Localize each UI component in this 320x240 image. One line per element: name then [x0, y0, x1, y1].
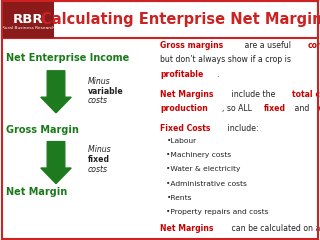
Polygon shape: [41, 71, 71, 113]
Text: and: and: [292, 104, 312, 113]
Text: fixed: fixed: [263, 104, 285, 113]
Text: Net Enterprise Income: Net Enterprise Income: [6, 53, 129, 63]
Text: production: production: [160, 104, 208, 113]
Text: •Water & electricity: •Water & electricity: [166, 166, 241, 172]
Text: Net Margin: Net Margin: [6, 187, 67, 197]
Text: can be calculated on a: can be calculated on a: [229, 224, 320, 233]
Text: .: .: [252, 239, 255, 240]
Text: •Labour: •Labour: [166, 138, 196, 144]
Text: RBR: RBR: [13, 13, 43, 26]
Text: total cost of: total cost of: [292, 90, 320, 99]
Text: enterprise basis: enterprise basis: [160, 239, 231, 240]
Text: Rural Business Research: Rural Business Research: [2, 26, 54, 30]
Text: Gross Margin: Gross Margin: [6, 125, 79, 135]
Text: Fixed Costs: Fixed Costs: [160, 124, 211, 133]
Text: variable: variable: [88, 87, 124, 96]
Text: are a useful: are a useful: [242, 41, 293, 50]
Text: .: .: [216, 70, 219, 79]
Text: profitable: profitable: [160, 70, 204, 79]
Text: comparison: comparison: [308, 41, 320, 50]
Text: include:: include:: [225, 124, 259, 133]
Text: costs: costs: [88, 96, 108, 105]
Text: Net Margins: Net Margins: [160, 224, 213, 233]
Bar: [2, 1, 54, 38]
Text: Minus: Minus: [88, 145, 113, 155]
Text: Minus: Minus: [88, 77, 111, 86]
Text: but don’t always show if a crop is: but don’t always show if a crop is: [160, 55, 291, 65]
Text: fixed: fixed: [88, 155, 110, 164]
Polygon shape: [41, 142, 71, 184]
Text: include the: include the: [229, 90, 278, 99]
Text: Gross margins: Gross margins: [160, 41, 223, 50]
Text: •Administrative costs: •Administrative costs: [166, 180, 247, 186]
Text: , so ALL: , so ALL: [222, 104, 254, 113]
Text: •Property repairs and costs: •Property repairs and costs: [166, 209, 269, 215]
Text: •Rents: •Rents: [166, 195, 192, 201]
Text: variable: variable: [317, 104, 320, 113]
Text: Calculating Enterprise Net Margins: Calculating Enterprise Net Margins: [41, 12, 320, 27]
Text: Net Margins: Net Margins: [160, 90, 213, 99]
Text: •Machinery costs: •Machinery costs: [166, 152, 232, 158]
Text: costs: costs: [88, 165, 108, 174]
Bar: [2, 1, 318, 38]
